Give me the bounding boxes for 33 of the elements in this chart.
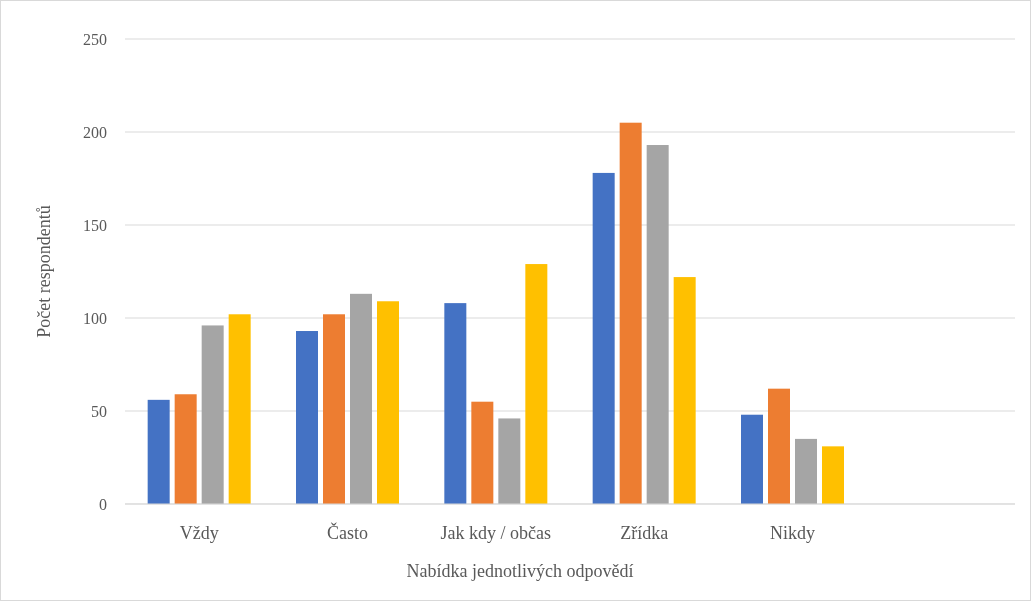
x-tick-label: Vždy (179, 523, 219, 543)
bar (350, 293, 372, 504)
bar (498, 418, 521, 504)
bar (768, 388, 790, 504)
bar (525, 264, 548, 504)
x-tick-label: Často (326, 522, 369, 543)
y-tick-label: 150 (83, 216, 107, 234)
bar (174, 394, 197, 504)
bar (228, 314, 251, 504)
y-tick-label: 200 (83, 123, 107, 141)
bar (147, 399, 170, 504)
y-tick-label: 50 (91, 402, 107, 420)
bar (323, 314, 345, 504)
bar (201, 325, 224, 504)
bar (673, 277, 696, 504)
x-tick-label: Jak kdy / občas (440, 523, 552, 543)
x-axis-title: Nabídka jednotlivých odpovědí (406, 561, 634, 581)
bar (822, 446, 844, 504)
y-axis-title: Počet respondentů (34, 205, 54, 338)
bar (619, 122, 642, 504)
bar (741, 414, 763, 504)
y-tick-label: 0 (99, 495, 107, 513)
y-tick-label: 100 (83, 309, 107, 327)
y-tick-label: 250 (83, 30, 107, 48)
bar (592, 172, 615, 504)
bar (646, 145, 669, 504)
x-tick-label: Nikdy (770, 523, 815, 543)
bar (296, 331, 318, 504)
bar (444, 303, 467, 504)
bar (795, 438, 817, 504)
bar (377, 301, 399, 504)
bar (471, 401, 494, 504)
x-tick-label: Zřídka (620, 523, 669, 543)
